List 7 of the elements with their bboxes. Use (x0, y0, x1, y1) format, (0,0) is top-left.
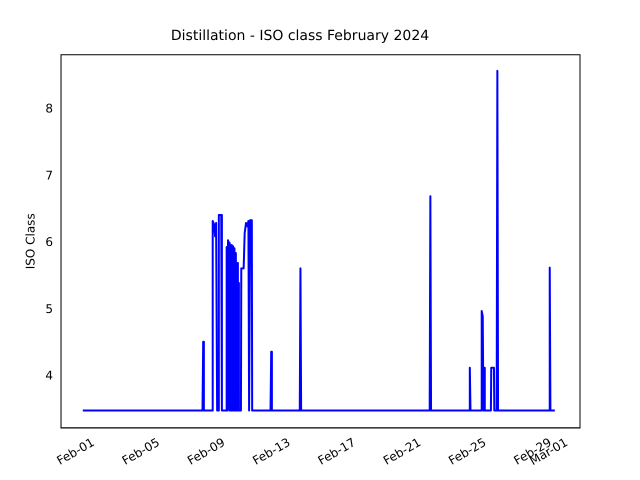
y-tick-label: 4 (45, 368, 54, 383)
y-tick-label: 6 (45, 235, 54, 250)
y-axis-title: ISO Class (23, 213, 38, 270)
y-tick-label: 5 (45, 302, 54, 316)
y-tick-label: 7 (45, 168, 54, 182)
y-tick-label: 8 (45, 102, 54, 116)
chart-title: Distillation - ISO class February 2024 (170, 28, 430, 44)
